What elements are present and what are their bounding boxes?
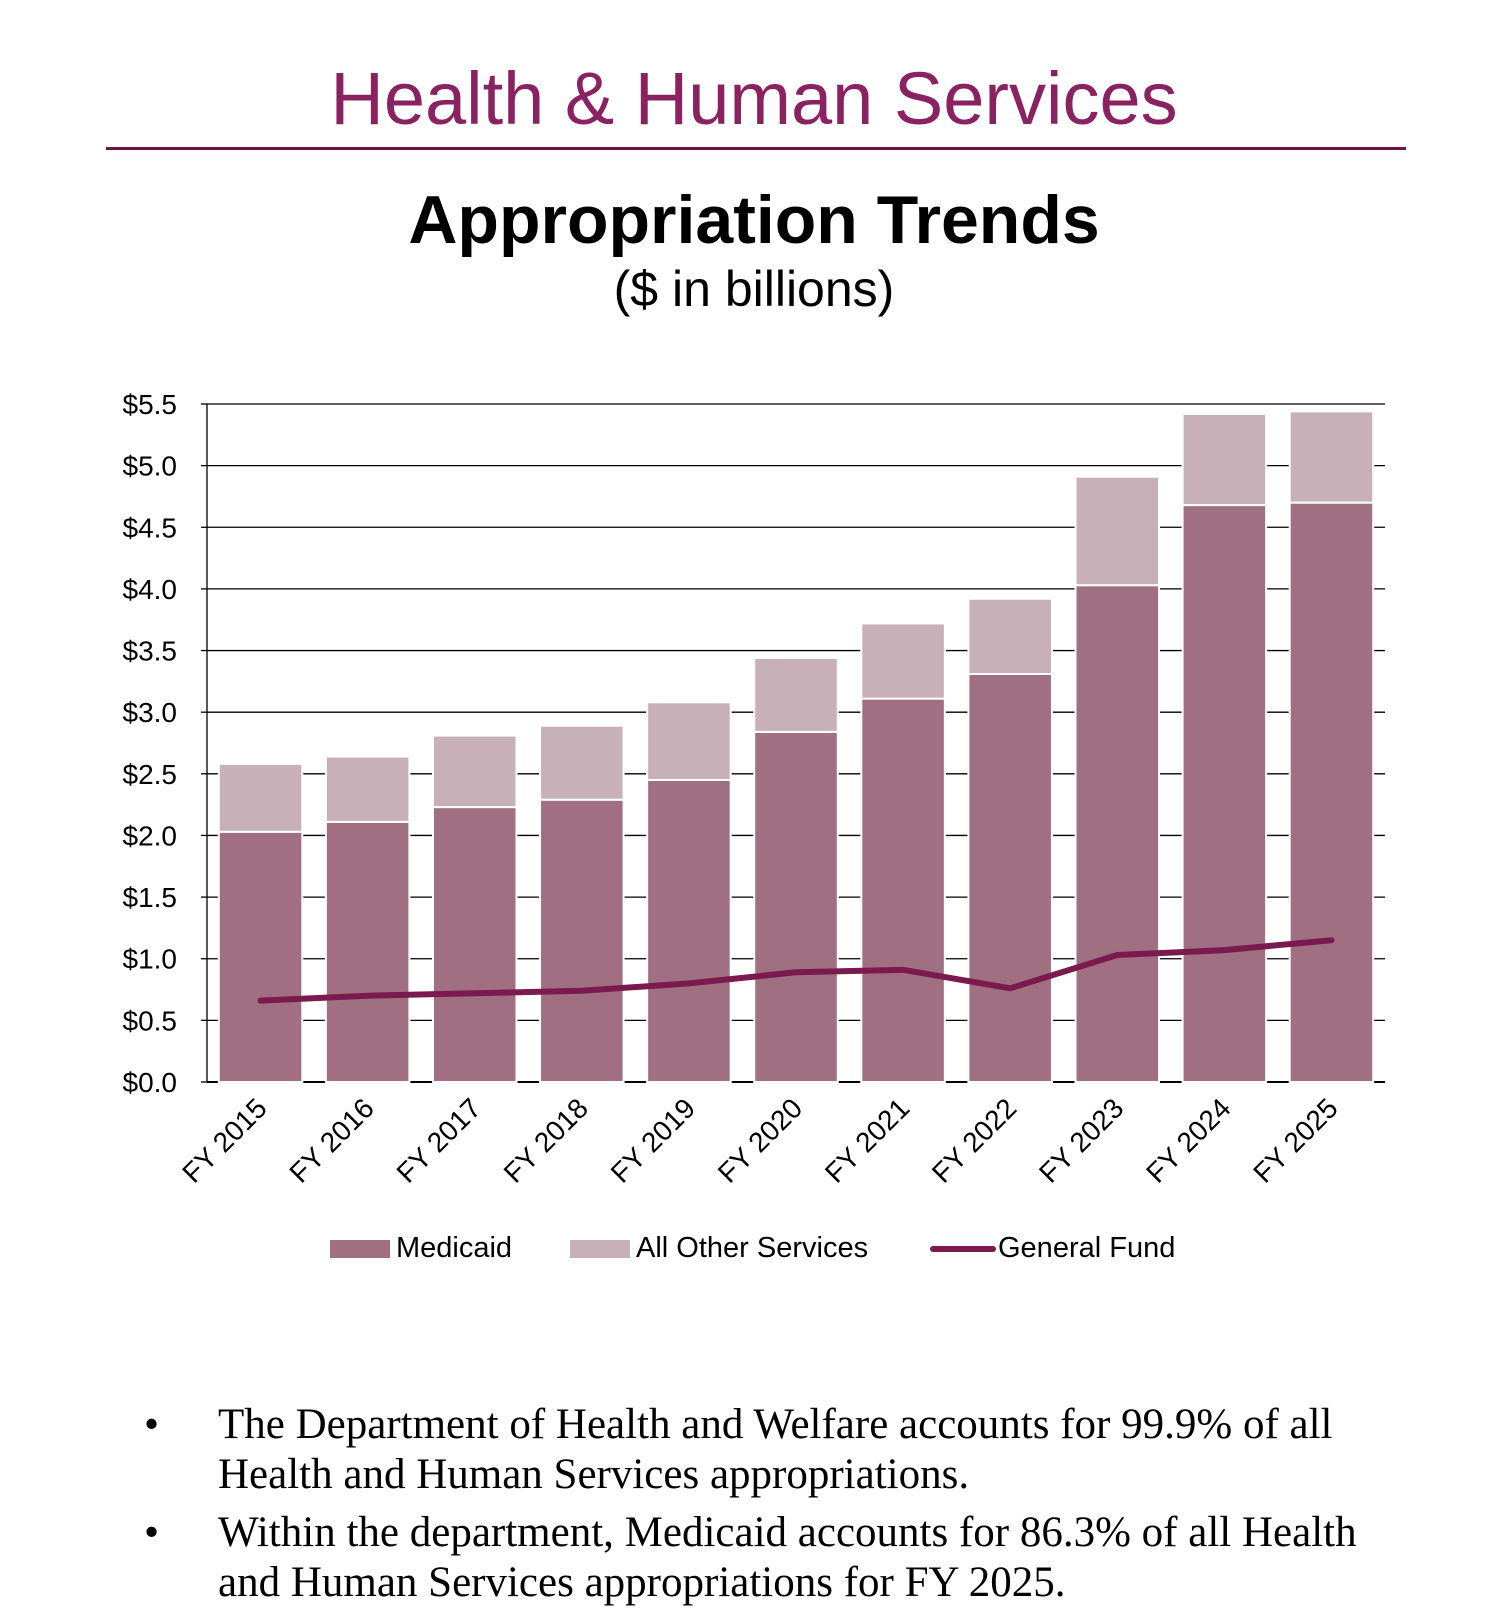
note-text: The Department of Health and Welfare acc… (218, 1401, 1333, 1498)
line-general-fund (257, 937, 1335, 1004)
bullet-icon: • (144, 1509, 160, 1556)
y-tick-label: $0.5 (123, 1005, 178, 1036)
y-tick-label: $2.5 (123, 759, 178, 790)
bar-medicaid (753, 730, 839, 1083)
legend-item-medicaid: Medicaid (330, 1232, 512, 1265)
x-tick-label: FY 2017 (391, 1092, 487, 1188)
header-divider (106, 147, 1406, 150)
note-item: • Within the department, Medicaid accoun… (140, 1508, 1400, 1608)
bar-medicaid (860, 697, 946, 1083)
bar-other-services (1181, 412, 1268, 507)
y-tick-label: $3.5 (123, 636, 178, 667)
legend-swatch-other-services (570, 1239, 630, 1258)
bar-other-services (967, 597, 1053, 675)
y-tick-label: $1.5 (123, 882, 178, 913)
stacked-bar-chart: $0.0 $0.5 $1.0 $1.5 $2.0 $2.5 $3.0 $3.5 $4.0 $4.5… (123, 389, 1385, 1189)
chart-subtitle: ($ in billions) (613, 261, 895, 317)
y-tick-label: $0.0 (123, 1067, 178, 1098)
bar-medicaid (1288, 501, 1375, 1084)
legend-swatch-general-fund (930, 1245, 996, 1252)
bar-medicaid (646, 778, 732, 1083)
x-tick-label: FY 2024 (1140, 1092, 1236, 1188)
bar-medicaid (1074, 584, 1161, 1083)
bar-medicaid (1181, 504, 1268, 1084)
x-tick-label: FY 2022 (926, 1092, 1022, 1188)
y-tick-label: $4.5 (123, 512, 178, 543)
y-tick-label: $2.0 (123, 820, 178, 851)
bar-medicaid (324, 820, 411, 1083)
y-tick-label: $1.0 (123, 944, 178, 975)
bar-other-services (539, 724, 625, 801)
x-tick-label: FY 2020 (712, 1092, 808, 1188)
y-tick-label: $3.0 (123, 697, 178, 728)
x-tick-label: FY 2023 (1033, 1092, 1129, 1188)
bar-other-services (217, 762, 304, 833)
x-tick-label: FY 2018 (498, 1092, 594, 1188)
legend-swatch-medicaid (330, 1239, 390, 1258)
legend-label-general-fund: General Fund (998, 1232, 1176, 1264)
bar-medicaid (217, 830, 304, 1084)
y-tick-label: $4.0 (123, 574, 178, 605)
chart-title: Appropriation Trends (408, 182, 1100, 258)
bar-other-services (431, 734, 518, 809)
x-tick-label: FY 2019 (605, 1092, 701, 1188)
bar-other-services (1074, 475, 1161, 587)
legend-item-other-services: All Other Services (570, 1232, 868, 1265)
x-tick-label: FY 2021 (819, 1092, 915, 1188)
legend-label-medicaid: Medicaid (396, 1232, 513, 1264)
bar-other-services (860, 622, 946, 700)
note-text: Within the department, Medicaid accounts… (218, 1509, 1357, 1606)
y-tick-label: $5.5 (123, 389, 178, 420)
bar-other-services (324, 755, 411, 823)
legend-label-other-services: All Other Services (636, 1232, 869, 1264)
x-tick-label: FY 2015 (176, 1092, 272, 1188)
notes-list: • The Department of Health and Welfare a… (140, 1400, 1400, 1616)
bar-medicaid (431, 806, 518, 1083)
page-header-title: Health & Human Services (330, 57, 1178, 140)
bar-other-services (646, 701, 732, 781)
legend-item-general-fund: General Fund (930, 1232, 1175, 1265)
bar-medicaid (539, 798, 625, 1083)
y-tick-label: $5.0 (123, 451, 178, 482)
x-tick-label: FY 2016 (283, 1092, 379, 1188)
x-tick-label: FY 2025 (1247, 1092, 1343, 1188)
bar-other-services (1288, 410, 1375, 504)
bar-other-services (753, 656, 839, 733)
bullet-icon: • (144, 1401, 160, 1448)
bar-medicaid (967, 672, 1053, 1083)
note-item: • The Department of Health and Welfare a… (140, 1400, 1400, 1500)
